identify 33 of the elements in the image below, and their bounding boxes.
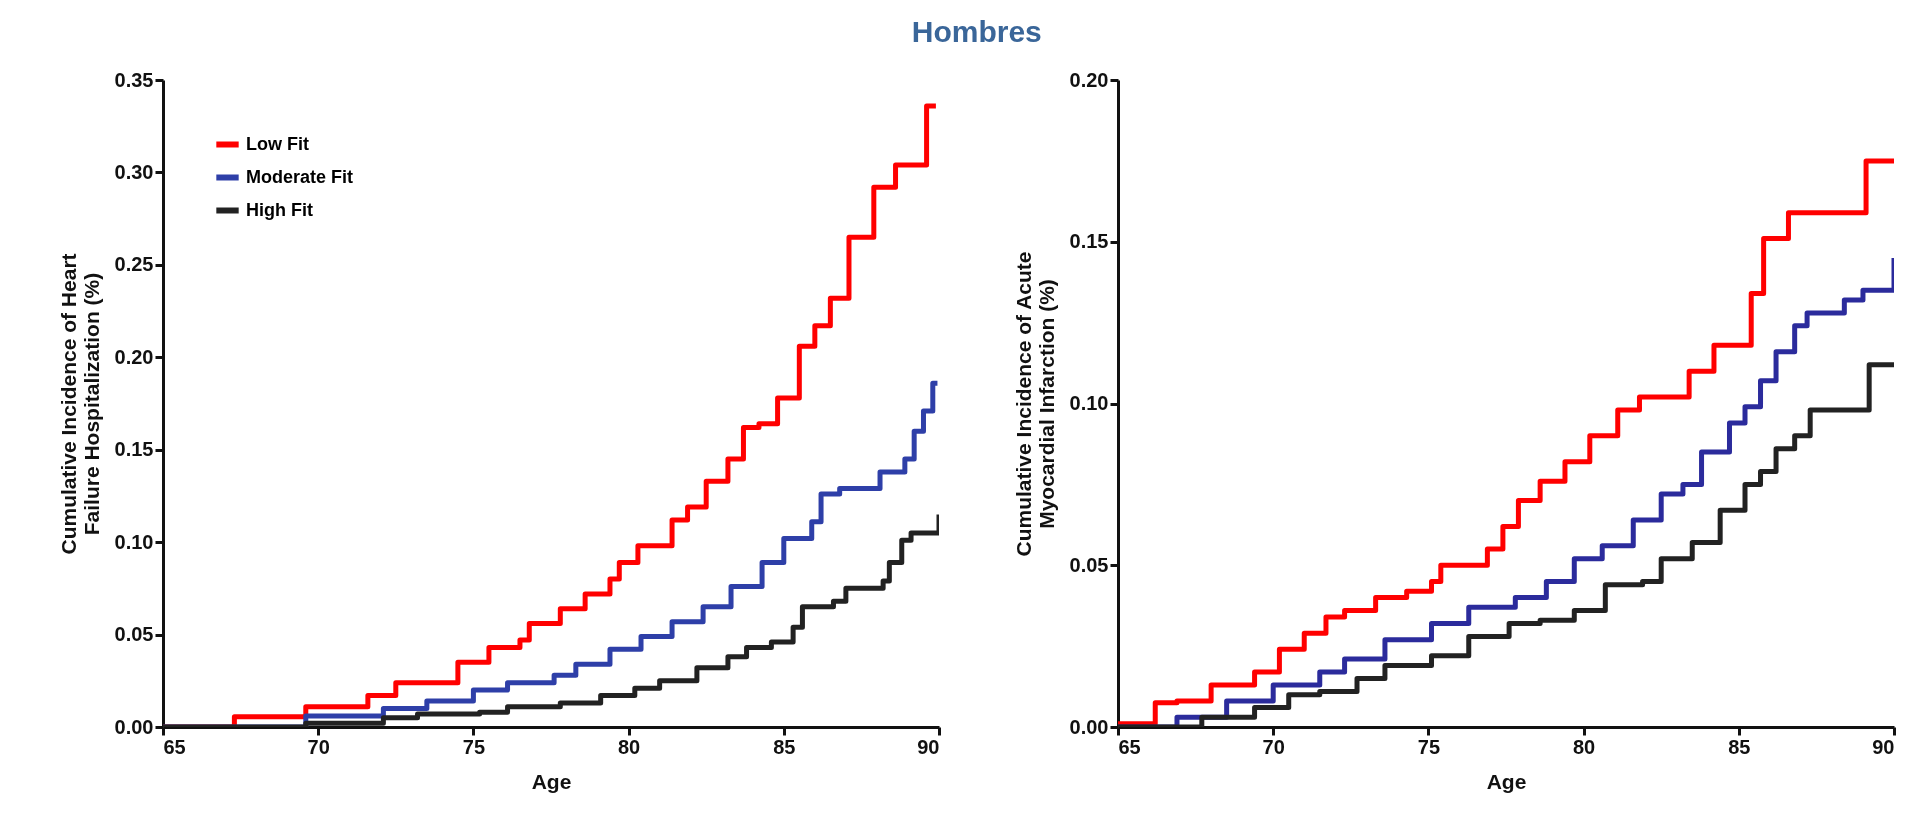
- y-tick-label: 0.25: [114, 253, 154, 276]
- legend-label: High Fit: [246, 199, 313, 220]
- y-axis-title: Cumulative Incidence of Acute Myocardial Infarction (%): [1011, 251, 1058, 557]
- x-tick-label: 85: [773, 735, 796, 758]
- x-axis-title: Age: [531, 769, 572, 793]
- x-tick-label: 75: [1417, 735, 1441, 758]
- y-tick-label: 0.20: [1069, 68, 1109, 91]
- y-tick-label: 0.20: [114, 345, 154, 368]
- y-tick-label: 0.00: [114, 715, 154, 738]
- x-tick-label: 65: [1118, 735, 1141, 758]
- chart-title: Hombres: [911, 15, 1042, 48]
- x-tick-label: 80: [1572, 735, 1596, 758]
- legend-label: Low Fit: [246, 133, 309, 154]
- x-axis-title: Age: [1486, 769, 1527, 793]
- y-tick-label: 0.15: [1069, 230, 1109, 253]
- y-tick-label: 0.10: [1069, 392, 1109, 414]
- y-tick-label: 0.05: [114, 623, 154, 646]
- x-tick-label: 70: [307, 735, 330, 758]
- legend-label: Moderate Fit: [246, 166, 354, 187]
- x-tick-label: 70: [1262, 735, 1285, 758]
- y-tick-label: 0.05: [1069, 553, 1109, 576]
- x-tick-label: 85: [1728, 735, 1751, 758]
- x-tick-label: 90: [1872, 735, 1895, 758]
- x-tick-label: 90: [917, 735, 940, 758]
- y-axis-title: Cumulative Incidence of Heart Failure Hospitalization (%): [56, 253, 103, 555]
- y-tick-label: 0.30: [114, 160, 154, 183]
- y-tick-label: 0.15: [114, 438, 154, 461]
- x-tick-label: 80: [617, 735, 641, 758]
- y-tick-label: 0.00: [1069, 715, 1109, 738]
- x-tick-label: 75: [462, 735, 486, 758]
- y-tick-label: 0.10: [114, 530, 154, 553]
- x-tick-label: 65: [163, 735, 186, 758]
- y-tick-label: 0.35: [114, 68, 154, 91]
